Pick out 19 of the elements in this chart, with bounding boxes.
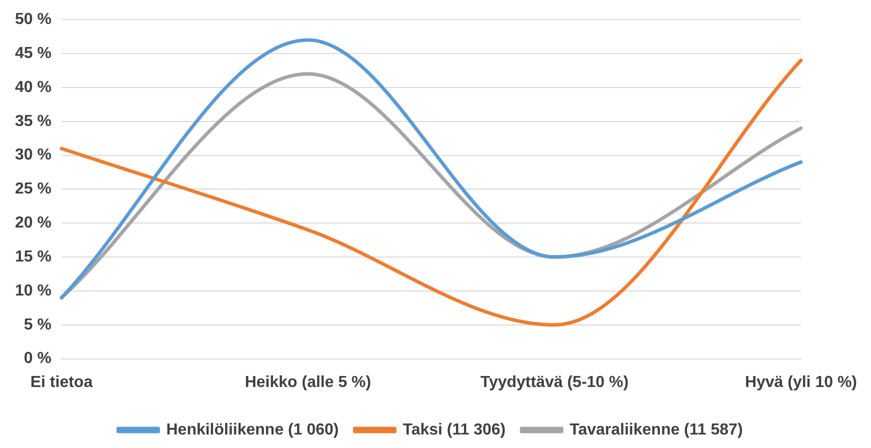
y-tick-label: 15 % [15,248,52,266]
x-tick-label: Tyydyttävä (5-10 %) [480,374,629,391]
y-tick-label: 30 % [15,146,52,164]
y-tick-label: 0 % [24,350,52,368]
y-tick-label: 35 % [15,112,52,130]
legend-label: Tavaraliikenne (11 587) [570,421,743,438]
line-series [60,58,803,327]
x-tick-label: Ei tietoa [30,374,93,391]
x-tick-label: Heikko (alle 5 %) [244,374,372,391]
y-tick-label: 45 % [15,44,52,62]
y-tick-label: 5 % [24,316,52,334]
y-tick-label: 50 % [15,11,52,28]
y-tick-label: 10 % [15,282,52,300]
y-tick-label: 20 % [15,214,52,232]
legend-label: Henkilöliikenne (1 060) [166,421,339,438]
y-tick-label: 40 % [15,78,52,96]
legend-label: Taksi (11 306) [402,421,506,438]
y-tick-label: 25 % [15,180,52,198]
x-tick-label: Hyvä (yli 10 %) [744,374,858,391]
